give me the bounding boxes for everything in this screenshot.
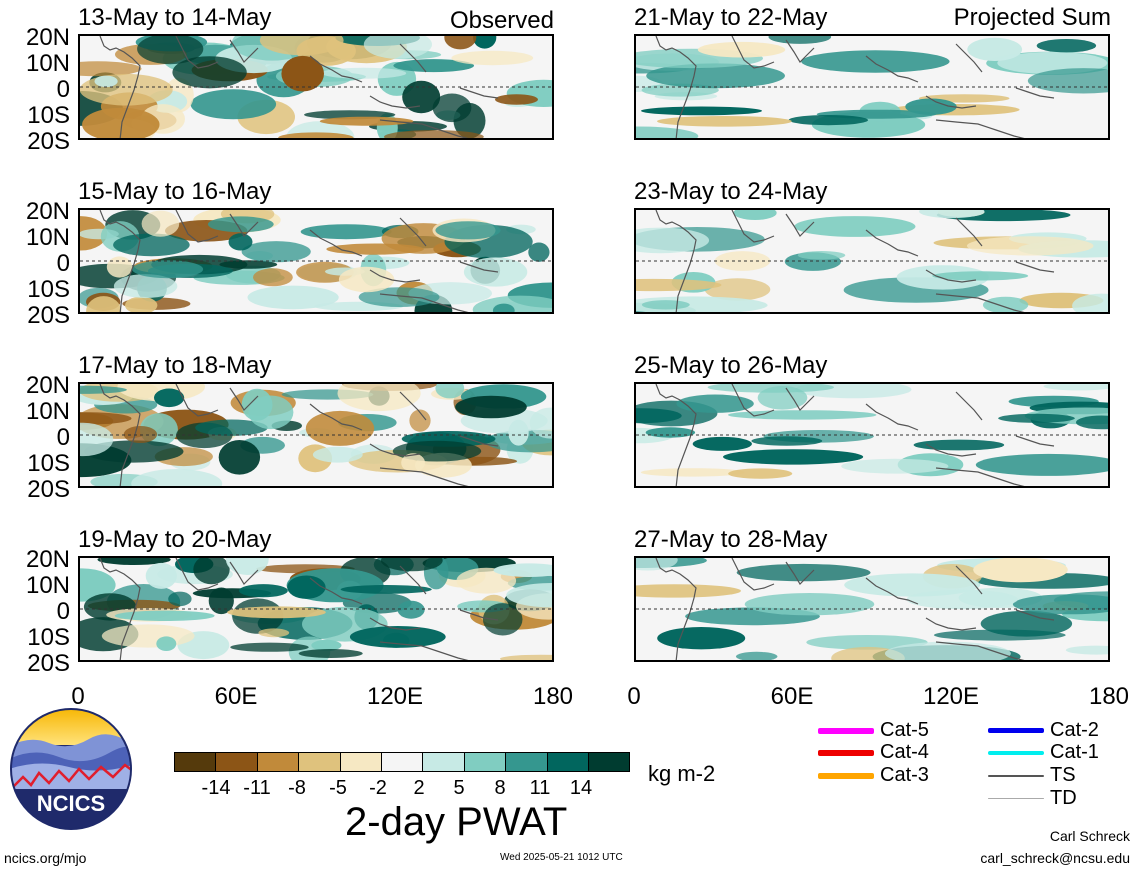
colorbar xyxy=(174,752,631,772)
lat-label-10s: 10S xyxy=(27,450,70,477)
line-icon xyxy=(988,774,1044,777)
lat-label-10s: 10S xyxy=(27,102,70,129)
map-panel-projected-4 xyxy=(634,556,1110,662)
colorbar-swatch xyxy=(299,753,341,771)
footer-timestamp: Wed 2025-05-21 1012 UTC xyxy=(500,852,623,863)
colorbar-swatch xyxy=(216,753,258,771)
panel-title-projected-1: 21-May to 22-May xyxy=(634,4,828,31)
figure-title: 2-day PWAT xyxy=(345,800,568,844)
map-panel-observed-2 xyxy=(78,208,554,314)
panel-title-projected-4: 27-May to 28-May xyxy=(634,526,828,553)
lat-label-eq: 0 xyxy=(56,424,70,451)
panel-title-observed-1: 13-May to 14-May xyxy=(78,4,272,31)
legend-item-td: TD xyxy=(988,787,1077,810)
lon-label-60e: 60E xyxy=(214,683,258,710)
logo-text: NCICS xyxy=(37,791,105,816)
lat-label-10s: 10S xyxy=(27,276,70,303)
panel-title-observed-2: 15-May to 16-May xyxy=(78,178,272,205)
legend-item-cat2: Cat-2 xyxy=(988,719,1099,742)
colorbar-tick: -8 xyxy=(288,777,306,799)
lon-label-180: 180 xyxy=(532,683,574,710)
legend-label: Cat-3 xyxy=(880,764,929,786)
lon-label-60e: 60E xyxy=(770,683,814,710)
ncics-logo: NCICS xyxy=(9,707,133,831)
lat-label-10n: 10N xyxy=(25,572,70,599)
legend-item-cat4: Cat-4 xyxy=(818,741,929,764)
colorbar-swatch xyxy=(506,753,548,771)
lat-label-eq: 0 xyxy=(56,76,70,103)
thick-line-icon xyxy=(988,750,1044,755)
colorbar-swatch xyxy=(340,753,382,771)
legend-item-cat5: Cat-5 xyxy=(818,719,929,742)
colorbar-tick: -2 xyxy=(369,777,387,799)
lat-label-20n: 20N xyxy=(25,24,70,51)
lat-label-eq: 0 xyxy=(56,598,70,625)
legend-label: Cat-5 xyxy=(880,719,929,741)
legend-label: Cat-4 xyxy=(880,741,929,763)
map-panel-observed-3 xyxy=(78,382,554,488)
thick-line-icon xyxy=(818,772,874,779)
footer-email[interactable]: carl_schreck@ncsu.edu xyxy=(980,850,1130,866)
legend-item-ts: TS xyxy=(988,764,1076,787)
colorbar-tick: 5 xyxy=(453,777,465,799)
projected-sum-label: Projected Sum xyxy=(953,4,1111,31)
colorbar-swatch xyxy=(464,753,507,771)
map-panel-projected-1 xyxy=(634,34,1110,140)
lat-label-10n: 10N xyxy=(25,224,70,251)
lon-label-0: 0 xyxy=(71,683,85,710)
colorbar-swatch xyxy=(423,753,465,771)
map-panel-projected-3 xyxy=(634,382,1110,488)
lat-label-10s: 10S xyxy=(27,624,70,651)
panel-title-observed-3: 17-May to 18-May xyxy=(78,352,272,379)
legend-label: Cat-1 xyxy=(1050,741,1099,763)
lon-label-0: 0 xyxy=(627,683,641,710)
lat-label-20n: 20N xyxy=(25,372,70,399)
thin-line-icon xyxy=(988,798,1044,799)
lat-label-20s: 20S xyxy=(27,128,70,155)
colorbar-swatch xyxy=(175,753,217,771)
lat-label-10n: 10N xyxy=(25,398,70,425)
thick-line-icon xyxy=(818,749,874,756)
colorbar-swatch xyxy=(588,753,630,771)
panel-title-projected-3: 25-May to 26-May xyxy=(634,352,828,379)
lat-label-20s: 20S xyxy=(27,302,70,329)
lat-label-10n: 10N xyxy=(25,50,70,77)
legend-label: TS xyxy=(1050,764,1076,786)
colorbar-tick: 14 xyxy=(569,777,593,799)
lat-label-20n: 20N xyxy=(25,198,70,225)
colorbar-tick: -5 xyxy=(329,777,347,799)
colorbar-units: kg m-2 xyxy=(648,761,716,786)
map-panel-projected-2 xyxy=(634,208,1110,314)
legend-label: TD xyxy=(1050,787,1077,809)
thick-line-icon xyxy=(988,728,1044,733)
colorbar-tick: -14 xyxy=(201,777,231,799)
legend-item-cat1: Cat-1 xyxy=(988,741,1099,764)
observed-label: Observed xyxy=(449,7,554,34)
panel-title-observed-4: 19-May to 20-May xyxy=(78,526,272,553)
colorbar-tick: 11 xyxy=(529,777,551,799)
panel-title-projected-2: 23-May to 24-May xyxy=(634,178,828,205)
footer-author: Carl Schreck xyxy=(1049,828,1130,844)
lat-label-20s: 20S xyxy=(27,650,70,677)
colorbar-tick: 2 xyxy=(413,777,425,799)
colorbar-swatch xyxy=(381,753,424,771)
legend-item-cat3: Cat-3 xyxy=(818,764,929,787)
colorbar-swatch xyxy=(257,753,300,771)
lon-label-120e: 120E xyxy=(922,683,980,710)
colorbar-swatch xyxy=(547,753,589,771)
lon-label-120e: 120E xyxy=(366,683,424,710)
footer-url[interactable]: ncics.org/mjo xyxy=(4,850,87,866)
lat-label-20n: 20N xyxy=(25,546,70,573)
colorbar-tick: -11 xyxy=(243,777,271,799)
map-panel-observed-4 xyxy=(78,556,554,662)
lat-label-eq: 0 xyxy=(56,250,70,277)
lat-label-20s: 20S xyxy=(27,476,70,503)
colorbar-tick: 8 xyxy=(494,777,506,799)
map-panel-observed-1 xyxy=(78,34,554,140)
legend-label: Cat-2 xyxy=(1050,719,1099,741)
lon-label-180: 180 xyxy=(1088,683,1130,710)
thick-line-icon xyxy=(818,727,874,734)
